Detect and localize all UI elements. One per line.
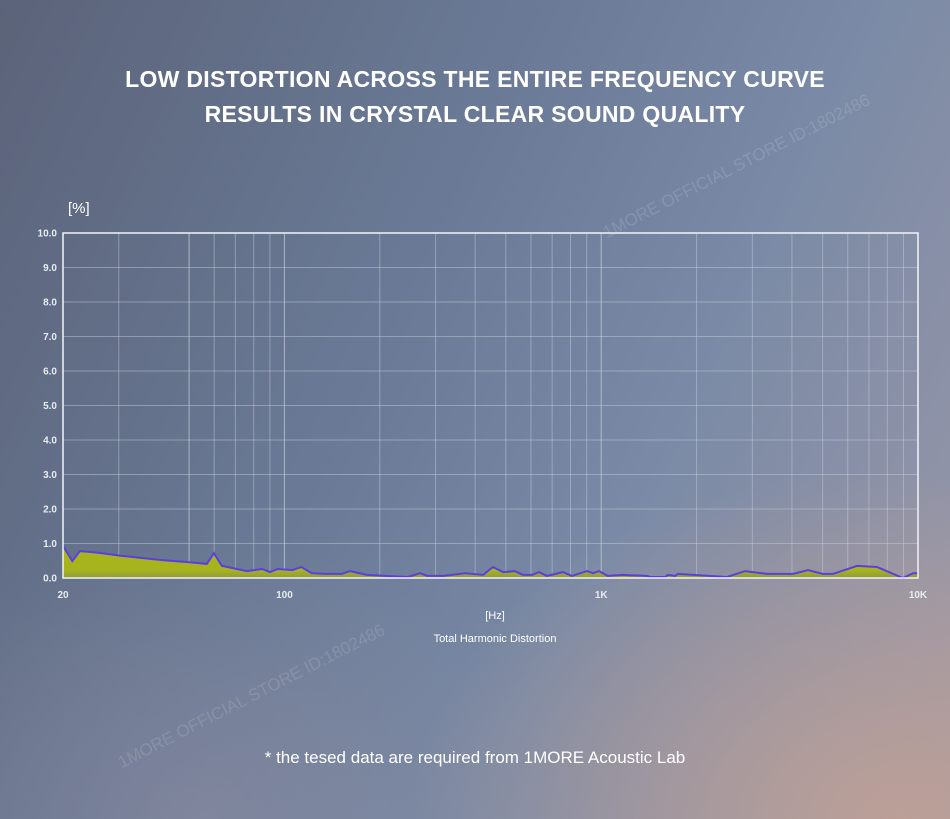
x-tick-label: 1K [595,590,609,601]
y-tick-label: 2.0 [43,505,57,516]
y-tick-label: 0.0 [43,574,57,585]
y-axis-unit: [%] [68,200,90,217]
y-tick-label: 9.0 [43,263,57,274]
y-tick-label: 1.0 [43,539,57,550]
plot-frame [62,232,919,579]
y-tick-label: 3.0 [43,470,57,481]
x-tick-label: 20 [57,590,69,601]
y-tick-label: 7.0 [43,332,57,343]
thd-line [62,545,918,580]
y-tick-label: 5.0 [43,401,57,412]
x-tick-label: 100 [276,590,293,601]
headline-line-2: RESULTS IN CRYSTAL CLEAR SOUND QUALITY [204,101,746,127]
x-axis-unit: [Hz] [485,610,505,622]
headline-line-1: LOW DISTORTION ACROSS THE ENTIRE FREQUEN… [125,66,825,92]
y-tick-label: 6.0 [43,367,57,378]
y-tick-label: 4.0 [43,436,57,447]
footnote: * the tesed data are required from 1MORE… [264,748,686,767]
y-tick-label: 10.0 [38,229,58,240]
chart-title: Total Harmonic Distortion [434,633,557,645]
x-tick-label: 10K [909,590,928,601]
y-tick-label: 8.0 [43,298,57,309]
